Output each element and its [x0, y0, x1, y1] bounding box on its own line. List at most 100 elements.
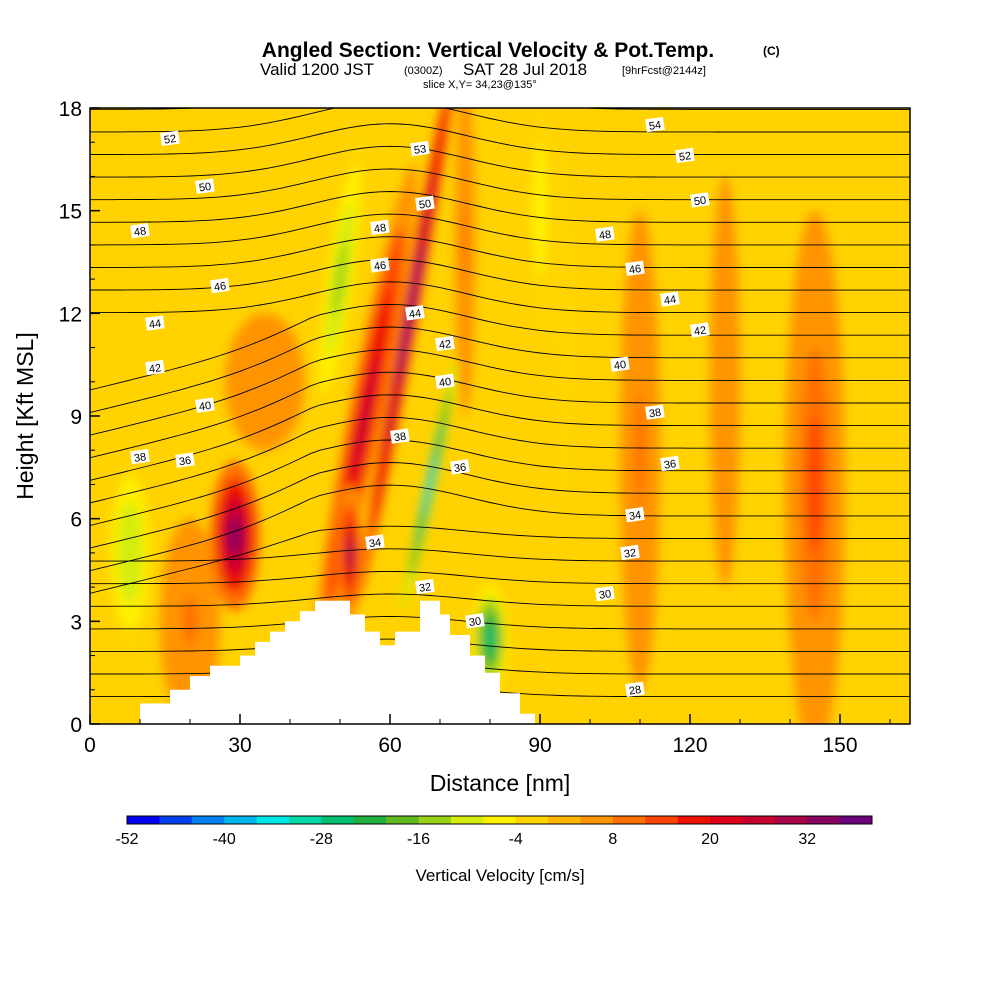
contour-label-bg: [620, 544, 640, 561]
contour-label: 36: [175, 452, 195, 468]
contour-line: [90, 570, 910, 585]
updraft-core: [352, 353, 378, 479]
contour-label: 42: [145, 359, 165, 376]
contour-label-text: 44: [148, 318, 162, 332]
colorbar-swatch: [612, 816, 646, 824]
subtitle-valid-date: SAT 28 Jul 2018: [463, 60, 587, 79]
colorbar-swatch: [839, 816, 873, 824]
contour-line: [90, 616, 910, 630]
velocity-band: [721, 330, 729, 434]
colorbar-tick-label: 8: [608, 831, 617, 848]
contour-label-bg: [690, 322, 710, 338]
contour-label-text: 32: [418, 581, 432, 595]
downdraft-core: [333, 240, 347, 318]
contour-label-bg: [370, 257, 390, 273]
colorbar-swatch: [548, 816, 581, 824]
chart-title-main: Angled Section: Vertical Velocity & Pot.…: [262, 39, 714, 62]
contour-label-text: 38: [393, 431, 407, 445]
contour-label-text: 40: [198, 400, 212, 414]
contour-label: 52: [675, 147, 695, 164]
contour-label-text: 52: [163, 133, 177, 147]
contour-label-bg: [175, 452, 195, 468]
contour-label-bg: [645, 404, 665, 420]
colorbar-tick-label: -40: [213, 831, 236, 848]
contour-label-text: 34: [368, 537, 382, 551]
contour-label-bg: [450, 459, 470, 475]
contour-line: [90, 145, 910, 178]
subtitle-forecast: [9hrFcst@2144z]: [622, 65, 706, 77]
contour-label-text: 50: [418, 198, 432, 212]
contour-line: [90, 326, 910, 414]
colorbar-swatch: [288, 816, 322, 824]
contour-label: 53: [410, 140, 430, 157]
contour-label-text: 38: [648, 407, 662, 421]
colorbar-swatch: [774, 816, 808, 824]
contour-label-bg: [130, 223, 150, 239]
velocity-band: [536, 176, 544, 245]
contour-label-text: 38: [133, 451, 147, 465]
chart-title-copyright: (C): [763, 44, 780, 58]
contour-label: 30: [465, 613, 485, 629]
contour-label-text: 42: [693, 325, 707, 339]
contour-line: [90, 548, 910, 562]
contour-line: [90, 484, 910, 572]
colorbar-swatch: [159, 816, 193, 824]
colorbar: -52 -40 -28 -16 -4 8 20 32: [115, 815, 873, 848]
contour-line: [90, 281, 910, 314]
contour-label-text: 46: [213, 280, 227, 294]
contour-label-text: 40: [613, 359, 627, 373]
colorbar-tick-label: 32: [798, 831, 816, 848]
contour-line: [90, 371, 910, 459]
contour-label: 30: [595, 585, 615, 602]
contour-label-text: 42: [148, 362, 162, 376]
contour-label-text: 36: [453, 461, 467, 475]
contour-line: [90, 303, 910, 391]
contour-label: 40: [610, 356, 630, 373]
contour-label: 46: [210, 277, 230, 294]
velocity-band: [255, 364, 275, 399]
contour-label-bg: [625, 260, 645, 276]
contour-label: 54: [645, 116, 665, 133]
y-tick-label: 12: [59, 303, 82, 326]
contour-label-text: 48: [598, 229, 612, 243]
contour-label-bg: [415, 578, 435, 595]
contour-label-text: 50: [198, 181, 212, 195]
contour-line: [90, 349, 910, 436]
potential-temperature-contours: [90, 108, 910, 698]
downdraft-core: [485, 624, 495, 653]
contour-line: [90, 213, 910, 246]
contour-label-text: 30: [468, 615, 482, 629]
contour-label-text: 42: [438, 338, 452, 352]
contour-label-bg: [210, 277, 230, 294]
y-tick-label: 18: [59, 98, 82, 121]
x-tick-label: 30: [228, 734, 251, 757]
colorbar-swatch: [321, 816, 355, 824]
contour-label: 42: [435, 335, 455, 352]
contour-label: 32: [620, 544, 640, 561]
contour-label-text: 40: [438, 376, 452, 390]
contour-label-bg: [610, 356, 630, 372]
chart-title: Angled Section: Vertical Velocity & Pot.…: [262, 39, 780, 62]
contour-label-bg: [465, 613, 485, 629]
contour-label-text: 54: [648, 119, 662, 133]
contour-label: 32: [415, 578, 435, 595]
colorbar-label: Vertical Velocity [cm/s]: [415, 866, 584, 885]
colorbar-swatch: [386, 816, 420, 824]
contour-label: 38: [390, 428, 410, 444]
contour-label-bg: [365, 534, 385, 550]
contour-label: 44: [660, 291, 680, 307]
colorbar-swatch: [418, 816, 452, 824]
colorbar-swatch: [450, 816, 484, 824]
velocity-band: [462, 202, 468, 288]
contour-label-text: 36: [178, 455, 192, 469]
contour-label-text: 28: [628, 684, 642, 698]
contour-label-text: 44: [408, 307, 422, 321]
contour-label-bg: [435, 373, 455, 389]
colorbar-swatch: [353, 816, 387, 824]
contour-label-text: 46: [373, 260, 387, 274]
contour-label: 44: [145, 315, 165, 331]
contour-label: 38: [130, 448, 150, 465]
contour-label-bg: [370, 219, 390, 235]
contour-label-bg: [435, 335, 455, 352]
contour-line: [90, 439, 910, 526]
